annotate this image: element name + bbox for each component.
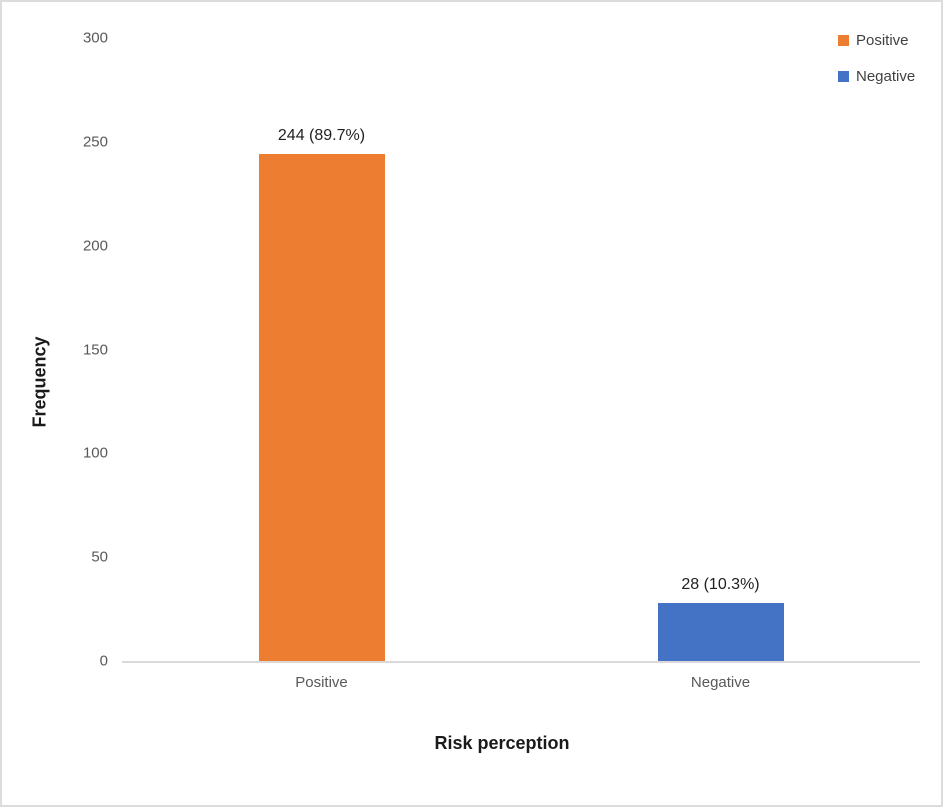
bar-group-negative: 28 (10.3%) xyxy=(657,38,784,661)
y-tick-label: 150 xyxy=(82,341,108,358)
plot-area: 244 (89.7%) 28 (10.3%) 0 50 100 150 200 250 30… xyxy=(83,30,920,670)
bar-positive xyxy=(258,154,385,661)
x-category-negative: Negative xyxy=(690,674,751,691)
y-axis-title: Frequency xyxy=(29,336,50,428)
bar-value-label-negative: 28 (10.3%) xyxy=(681,575,760,593)
legend-label-negative: Negative xyxy=(856,68,916,85)
x-axis-category-labels: Positive Negative xyxy=(122,674,920,694)
legend-item-negative: Negative xyxy=(838,68,915,85)
y-tick-label: 200 xyxy=(82,237,108,255)
y-tick-label: 250 xyxy=(82,133,108,151)
x-category-positive: Positive xyxy=(295,674,348,691)
legend-swatch-negative-icon xyxy=(838,71,849,82)
y-tick-label: 300 xyxy=(82,29,108,47)
legend-swatch-positive-icon xyxy=(838,35,849,46)
bar-value-label-positive: 244 (89.7%) xyxy=(277,127,366,145)
bar-negative xyxy=(657,602,784,661)
y-tick-label: 100 xyxy=(82,444,108,462)
legend: Positive Negative xyxy=(838,32,915,85)
bar-group-positive: 244 (89.7%) xyxy=(258,38,385,661)
legend-item-positive: Positive xyxy=(838,32,915,49)
y-tick-label: 50 xyxy=(91,548,108,566)
y-tick-label: 0 xyxy=(99,652,108,670)
legend-label-positive: Positive xyxy=(856,32,909,49)
x-axis-title: Risk perception xyxy=(434,733,570,753)
